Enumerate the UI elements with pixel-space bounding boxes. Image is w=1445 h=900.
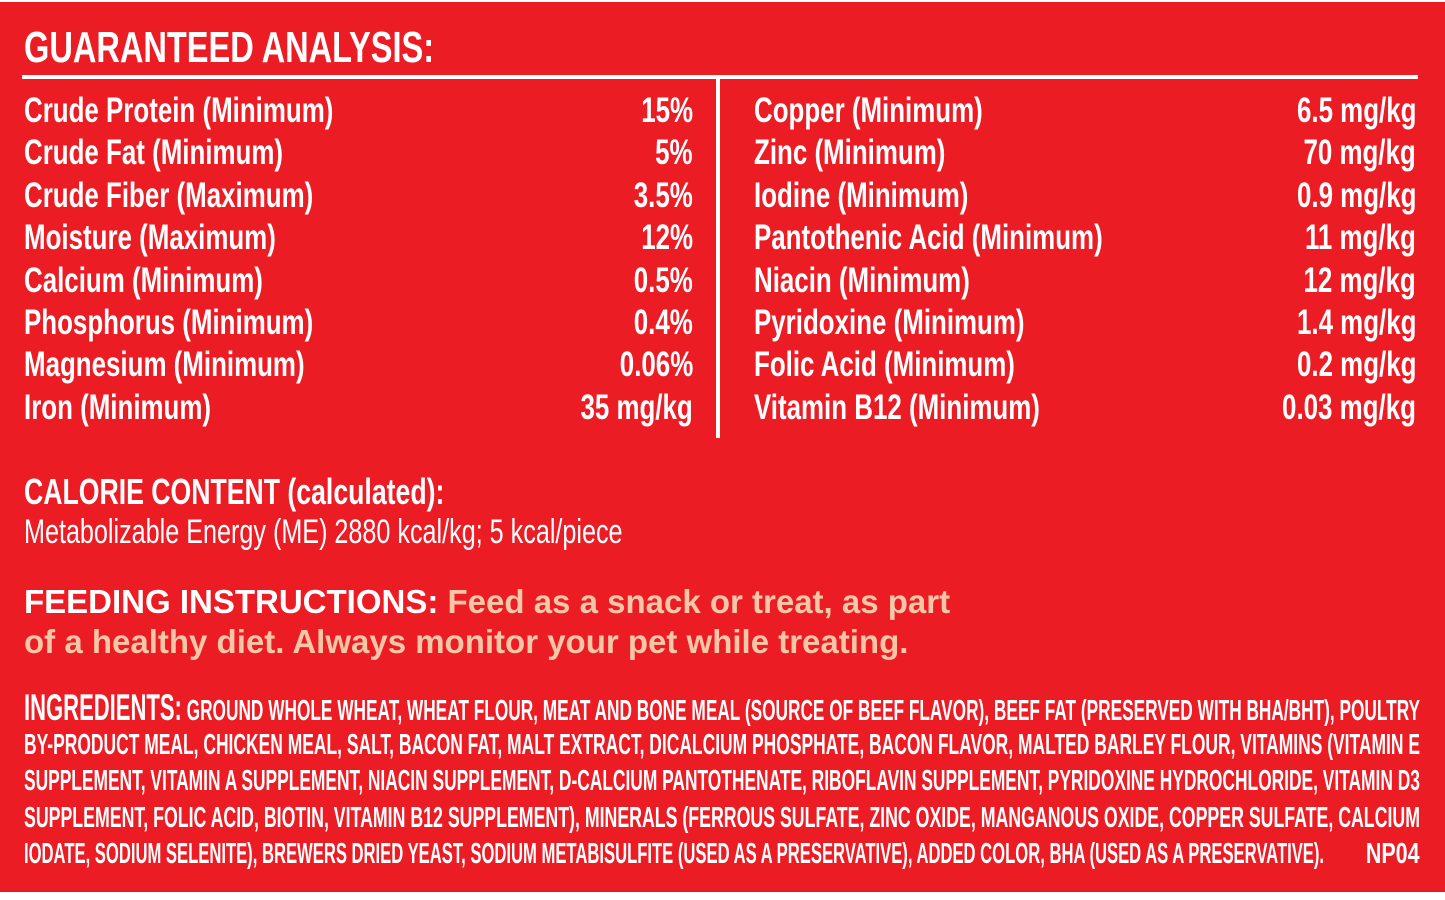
ingredients-line: SUPPLEMENT, FOLIC ACID, BIOTIN, VITAMIN … [24, 801, 1420, 834]
nutrient-label: Folic Acid (Minimum) [754, 345, 1015, 385]
calorie-text: Metabolizable Energy (ME) 2880 kcal/kg; … [24, 513, 623, 551]
ingredients: INGREDIENTS: GROUND WHOLE WHEAT, WHEAT F… [24, 687, 1421, 873]
nutrient-label: Moisture (Maximum) [24, 218, 276, 258]
feeding-instructions: FEEDING INSTRUCTIONS: Feed as a snack or… [24, 582, 1420, 662]
analysis-row: Crude Fat (Minimum) 5% [24, 132, 693, 174]
nutrient-label: Niacin (Minimum) [754, 260, 970, 300]
analysis-left-column: Crude Protein (Minimum) 15% Crude Fat (Min… [24, 90, 693, 429]
feeding-line1: FEEDING INSTRUCTIONS: Feed as a snack or… [24, 582, 950, 622]
ingredients-line: IODATE, SODIUM SELENITE), BREWERS DRIED … [24, 838, 1325, 870]
horizontal-divider [22, 75, 1418, 79]
analysis-row: Calcium (Minimum) 0.5% [24, 260, 693, 302]
nutrient-label: Zinc (Minimum) [754, 133, 946, 173]
analysis-row: Zinc (Minimum) 70 mg/kg [754, 132, 1416, 174]
nutrient-label: Magnesium (Minimum) [24, 345, 305, 385]
nutrient-label: Crude Protein (Minimum) [24, 91, 334, 130]
nutrient-label: Iron (Minimum) [24, 387, 212, 427]
nutrient-value: 11 mg/kg [1305, 218, 1416, 258]
ingredients-line: BY-PRODUCT MEAL, CHICKEN MEAL, SALT, BAC… [24, 728, 1420, 761]
nutrient-value: 6.5 mg/kg [1296, 91, 1416, 130]
product-code: NP04 [1366, 838, 1420, 870]
nutrient-label: Pyridoxine (Minimum) [754, 302, 1025, 342]
analysis-row: Niacin (Minimum) 12 mg/kg [754, 260, 1416, 302]
nutrient-value: 0.9 mg/kg [1296, 175, 1416, 215]
nutrient-label: Vitamin B12 (Minimum) [754, 387, 1040, 427]
analysis-right-column: Copper (Minimum) 6.5 mg/kg Zinc (Minimum) 7… [754, 90, 1416, 429]
nutrient-value: 0.4% [633, 302, 693, 342]
ingredients-heading: INGREDIENTS: [24, 687, 182, 728]
analysis-row: Phosphorus (Minimum) 0.4% [24, 302, 693, 344]
nutrient-value: 0.03 mg/kg [1282, 387, 1416, 427]
analysis-row: Copper (Minimum) 6.5 mg/kg [754, 90, 1416, 132]
nutrient-label: Crude Fiber (Maximum) [24, 175, 314, 215]
nutrient-label: Calcium (Minimum) [24, 260, 263, 300]
analysis-row: Crude Fiber (Maximum) 3.5% [24, 175, 693, 217]
nutrient-value: 12 mg/kg [1303, 260, 1416, 300]
calorie-heading: CALORIE CONTENT (calculated): [24, 471, 445, 512]
nutrient-label: Crude Fat (Minimum) [24, 133, 283, 173]
nutrient-value: 70 mg/kg [1303, 133, 1416, 173]
ingredients-line: SUPPLEMENT, VITAMIN A SUPPLEMENT, NIACIN… [24, 765, 1420, 797]
nutrient-value: 0.06% [619, 345, 693, 385]
nutrient-value: 3.5% [633, 175, 693, 215]
analysis-row: Pantothenic Acid (Minimum) 11 mg/kg [754, 217, 1416, 259]
feeding-text: Feed as a snack or treat, as part [438, 583, 951, 620]
analysis-row: Magnesium (Minimum) 0.06% [24, 344, 693, 386]
nutrient-value: 15% [641, 91, 693, 130]
analysis-row: Iodine (Minimum) 0.9 mg/kg [754, 175, 1416, 217]
nutrient-value: 12% [641, 218, 693, 258]
nutrient-value: 5% [655, 133, 693, 173]
analysis-row: Moisture (Maximum) 12% [24, 217, 693, 259]
nutrient-label: Iodine (Minimum) [754, 175, 969, 215]
analysis-row: Folic Acid (Minimum) 0.2 mg/kg [754, 344, 1416, 386]
nutrient-label: Phosphorus (Minimum) [24, 302, 314, 342]
vertical-divider [716, 75, 720, 438]
guaranteed-analysis-title: GUARANTEED ANALYSIS: [24, 23, 435, 72]
nutrient-value: 0.5% [633, 260, 693, 300]
nutrient-value: 1.4 mg/kg [1296, 302, 1416, 342]
nutrient-label: Copper (Minimum) [754, 91, 983, 130]
analysis-row: Pyridoxine (Minimum) 1.4 mg/kg [754, 302, 1416, 344]
analysis-row: Crude Protein (Minimum) 15% [24, 90, 693, 132]
nutrient-value: 35 mg/kg [580, 387, 693, 427]
nutrient-value: 0.2 mg/kg [1296, 345, 1416, 385]
ingredients-line: INGREDIENTS: GROUND WHOLE WHEAT, WHEAT F… [24, 687, 1421, 728]
analysis-row: Iron (Minimum) 35 mg/kg [24, 387, 693, 429]
analysis-row: Vitamin B12 (Minimum) 0.03 mg/kg [754, 387, 1416, 429]
feeding-heading: FEEDING INSTRUCTIONS: [24, 583, 439, 620]
nutrient-label: Pantothenic Acid (Minimum) [754, 218, 1103, 258]
feeding-text-line2: of a healthy diet. Always monitor your p… [24, 623, 909, 660]
